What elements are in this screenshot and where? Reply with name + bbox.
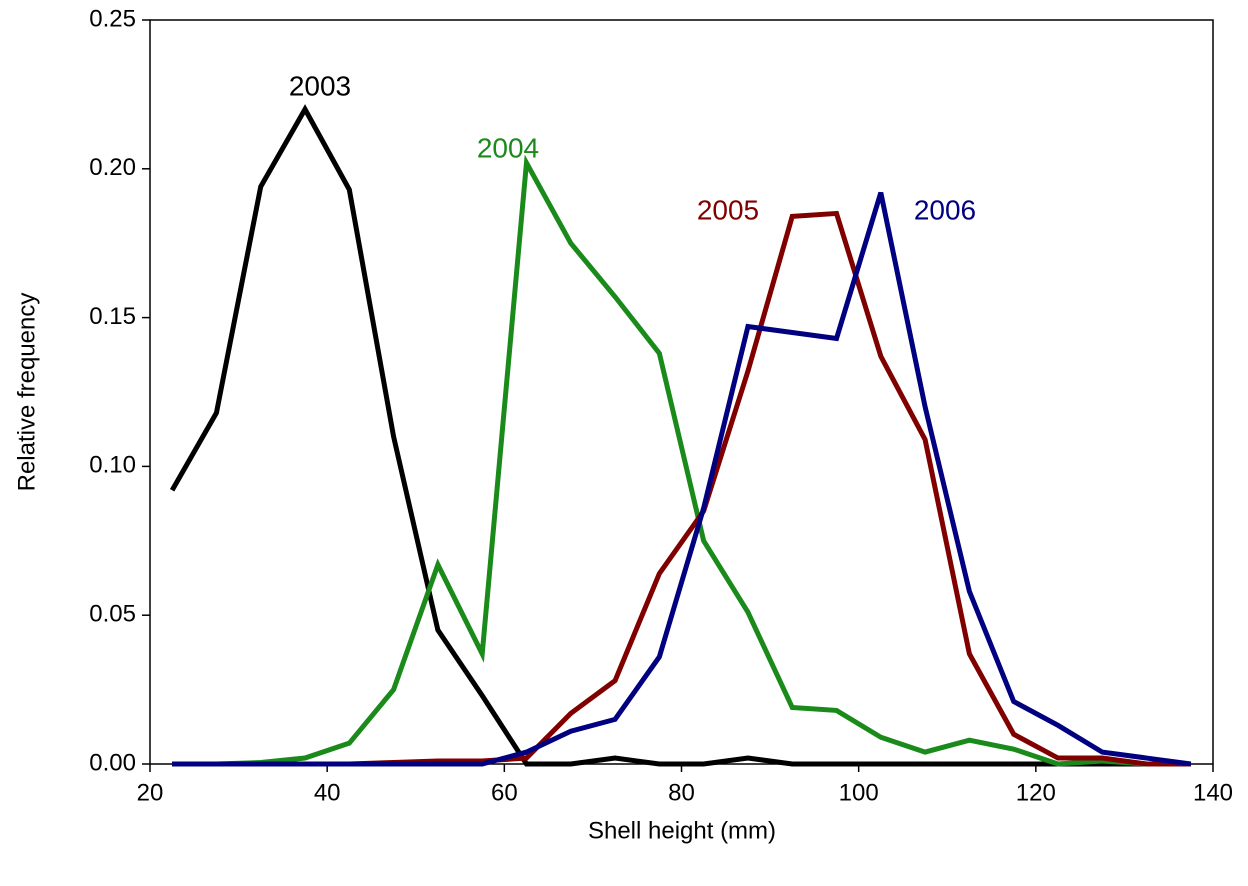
series-label: 2005	[697, 194, 759, 225]
x-tick-label: 140	[1193, 779, 1233, 806]
y-tick-label: 0.00	[89, 749, 136, 776]
series-label: 2004	[477, 132, 539, 163]
x-tick-label: 120	[1016, 779, 1056, 806]
series-line	[172, 154, 1191, 767]
x-axis-title: Shell height (mm)	[588, 817, 776, 844]
x-tick-label: 20	[137, 779, 164, 806]
y-axis-title: Relative frequency	[13, 293, 40, 492]
y-tick-label: 0.05	[89, 601, 136, 628]
y-tick-label: 0.25	[89, 5, 136, 32]
series-line	[172, 191, 1192, 767]
series-label: 2003	[289, 70, 351, 101]
x-tick-label: 60	[491, 779, 518, 806]
y-tick-label: 0.15	[89, 303, 136, 330]
series-line	[169, 104, 1191, 767]
x-tick-label: 80	[668, 779, 695, 806]
series-line	[172, 210, 1191, 767]
x-tick-label: 40	[314, 779, 341, 806]
series-label: 2006	[914, 194, 976, 225]
y-tick-label: 0.10	[89, 452, 136, 479]
y-tick-label: 0.20	[89, 154, 136, 181]
x-tick-label: 100	[839, 779, 879, 806]
plot-frame	[149, 19, 1214, 765]
